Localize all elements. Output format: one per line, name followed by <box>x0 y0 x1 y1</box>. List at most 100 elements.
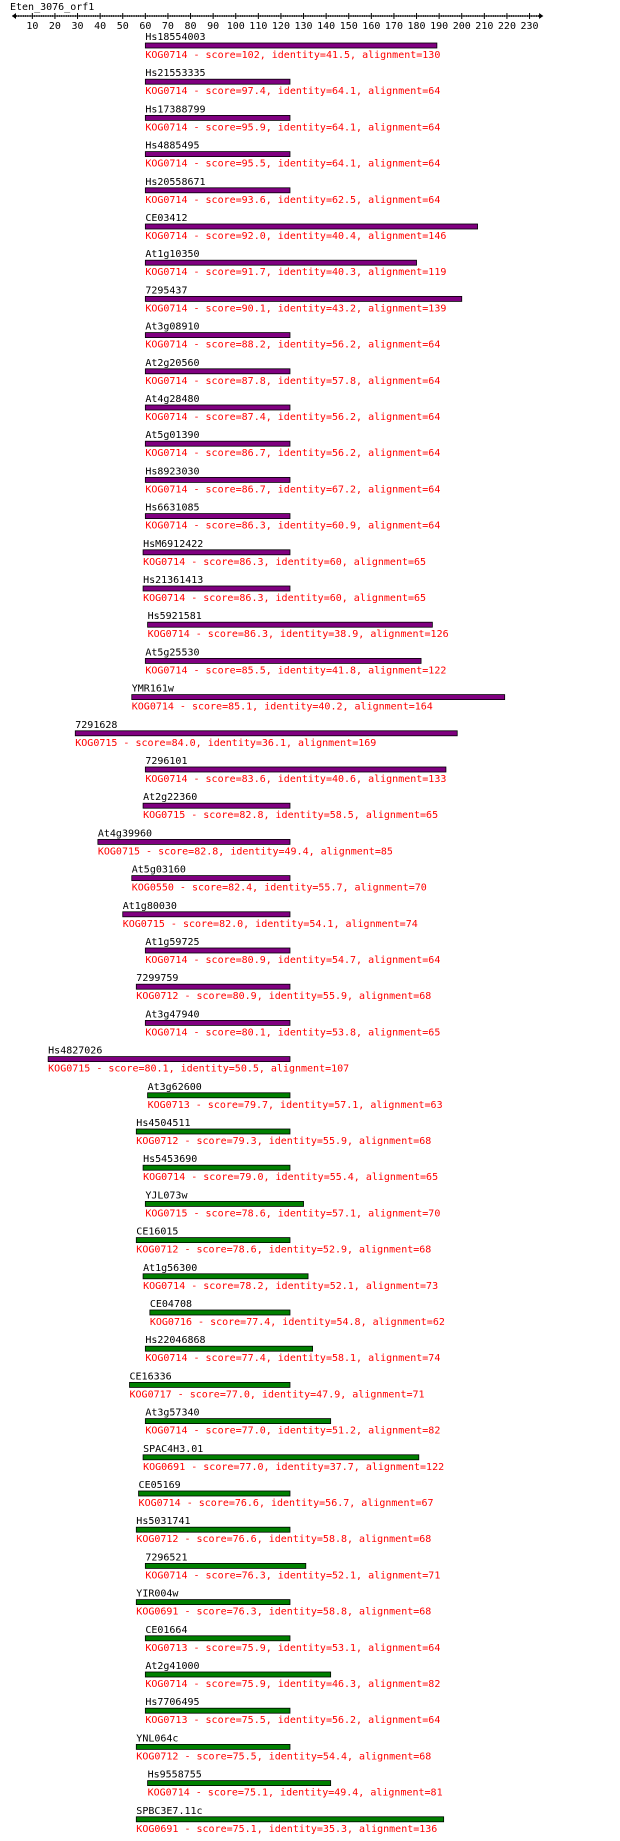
alignment-bar <box>144 1563 307 1569</box>
alignment-bar <box>144 1020 291 1026</box>
hit-name: At3g47940 <box>145 1009 199 1020</box>
hit-name: Hs8923030 <box>145 466 199 477</box>
hit-name: At3g62600 <box>148 1082 202 1093</box>
alignment-bar <box>144 1418 332 1424</box>
hit-row: Hs4885495 KOG0714 - score=95.5, identity=… <box>144 141 440 170</box>
hit-row: Hs21361413 KOG0714 - score=86.3, identity… <box>142 575 426 604</box>
hit-row: At3g57340 KOG0714 - score=77.0, identity=… <box>144 1408 440 1437</box>
axis-tick-label: 170 <box>385 21 403 32</box>
hit-row: At3g62600 KOG0713 - score=79.7, identity=… <box>147 1082 443 1111</box>
hit-description: KOG0714 - score=87.8, identity=57.8, ali… <box>145 376 440 387</box>
hit-name: At4g39960 <box>98 828 152 839</box>
hit-name: HsM6912422 <box>143 539 203 550</box>
hit-row: At2g20560 KOG0714 - score=87.8, identity=… <box>144 358 440 387</box>
axis-tick-label: 30 <box>72 21 84 32</box>
hit-name: Hs5031741 <box>136 1516 190 1527</box>
hit-name: Hs20558671 <box>145 177 205 188</box>
hit-description: KOG0715 - score=80.1, identity=50.5, ali… <box>48 1064 349 1075</box>
hit-row: Hs5453690 KOG0714 - score=79.0, identity=… <box>142 1154 438 1183</box>
hit-row: Hs5921581 KOG0714 - score=86.3, identity=… <box>147 611 449 640</box>
hit-row: At5g03160 KOG0550 - score=82.4, identity=… <box>131 865 427 894</box>
hit-row: YIR004w KOG0691 - score=76.3, identity=58… <box>135 1589 431 1618</box>
hit-name: At3g57340 <box>145 1408 199 1419</box>
hit-description: KOG0714 - score=86.7, identity=56.2, ali… <box>145 448 440 459</box>
hit-name: Hs4504511 <box>136 1118 190 1129</box>
axis-tick-label: 60 <box>139 21 151 32</box>
alignment-bar <box>142 585 291 592</box>
alignment-bar <box>144 1635 291 1642</box>
alignment-bar <box>144 223 478 230</box>
alignment-bar <box>144 78 291 85</box>
hit-row: At3g08910 KOG0714 - score=88.2, identity=… <box>144 322 440 351</box>
hit-name: CE16015 <box>136 1227 178 1238</box>
hit-row: At2g41000 KOG0714 - score=75.9, identity=… <box>144 1661 440 1690</box>
hit-name: Hs22046868 <box>145 1335 205 1346</box>
alignment-bar <box>144 1345 313 1352</box>
chart-title: Eten_3076_orf1 <box>10 2 94 13</box>
hit-name: CE16336 <box>130 1371 172 1382</box>
axis-tick-label: 10 <box>26 21 38 32</box>
hit-row: YNL064c KOG0712 - score=75.5, identity=54… <box>135 1733 431 1762</box>
hit-row: 7295437 KOG0714 - score=90.1, identity=43… <box>144 285 463 314</box>
hit-name: Hs21553335 <box>145 68 205 79</box>
hit-row: At1g10350 KOG0714 - score=91.7, identity=… <box>144 249 446 278</box>
hit-name: SPBC3E7.11c <box>136 1806 202 1817</box>
hit-name: YIR004w <box>136 1589 179 1600</box>
hit-description: KOG0714 - score=95.5, identity=64.1, ali… <box>145 159 440 170</box>
axis-tick-label: 80 <box>185 21 197 32</box>
alignment-bar <box>144 259 417 266</box>
alignment-bar <box>144 187 291 194</box>
alignment-bar <box>144 42 438 49</box>
hit-description: KOG0714 - score=77.0, identity=51.2, ali… <box>145 1426 440 1437</box>
hit-row: Hs17388799 KOG0714 - score=95.9, identity… <box>144 104 440 133</box>
axis-tick-label: 40 <box>94 21 106 32</box>
alignment-bar <box>142 1164 291 1171</box>
axis-tick-label: 20 <box>49 21 61 32</box>
hit-name: At5g03160 <box>132 865 186 876</box>
alignment-bar <box>142 1454 420 1461</box>
hit-description: KOG0714 - score=91.7, identity=40.3, ali… <box>145 267 446 278</box>
alignment-bar <box>144 476 291 483</box>
hit-row: Hs22046868 KOG0714 - score=77.4, identity… <box>144 1335 440 1364</box>
hit-description: KOG0715 - score=82.0, identity=54.1, ali… <box>123 919 418 930</box>
hit-row: Hs9558755 KOG0714 - score=75.1, identity=… <box>147 1770 443 1799</box>
hit-description: KOG0714 - score=83.6, identity=40.6, ali… <box>145 774 446 785</box>
hit-description: KOG0714 - score=86.3, identity=60, align… <box>143 593 426 604</box>
hit-description: KOG0714 - score=86.7, identity=67.2, ali… <box>145 484 440 495</box>
axis-tick-label: 90 <box>207 21 219 32</box>
hit-row: SPAC4H3.01 KOG0691 - score=77.0, identity… <box>142 1444 444 1473</box>
alignment-bar <box>138 1490 291 1497</box>
hit-row: 7291628 KOG0715 - score=84.0, identity=36… <box>74 720 458 749</box>
hit-row: Hs6631085 KOG0714 - score=86.3, identity=… <box>144 503 440 532</box>
hit-row: CE01664 KOG0713 - score=75.9, identity=53… <box>144 1625 440 1654</box>
axis-tick-label: 210 <box>475 21 493 32</box>
hit-row: At1g80030 KOG0715 - score=82.0, identity=… <box>122 901 418 930</box>
hit-row: HsM6912422 KOG0714 - score=86.3, identity… <box>142 539 426 568</box>
hit-row: 7296101 KOG0714 - score=83.6, identity=40… <box>144 756 446 785</box>
alignment-bar <box>144 332 291 339</box>
hit-name: Hs17388799 <box>145 104 205 115</box>
hit-description: KOG0714 - score=75.1, identity=49.4, ali… <box>148 1788 443 1799</box>
hit-description: KOG0550 - score=82.4, identity=55.7, ali… <box>132 883 427 894</box>
axis-tick-label: 160 <box>362 21 380 32</box>
alignment-bar <box>144 1671 332 1678</box>
alignment-bar <box>135 1599 291 1605</box>
x-axis: 10 20 30 40 50 60 70 80 90 100 110 120 130 140 150 160 1… <box>12 13 544 32</box>
alignment-bar <box>135 1526 291 1533</box>
axis-tick-label: 50 <box>117 21 129 32</box>
hit-row: YMR161w KOG0714 - score=85.1, identity=40… <box>131 684 506 713</box>
hit-row: CE05169 KOG0714 - score=76.6, identity=56… <box>138 1480 434 1509</box>
hit-row: Hs5031741 KOG0712 - score=76.6, identity=… <box>135 1516 431 1545</box>
alignment-bar <box>135 1128 291 1135</box>
hit-description: KOG0715 - score=78.6, identity=57.1, ali… <box>145 1208 440 1219</box>
hit-name: At1g10350 <box>145 249 199 260</box>
hit-row: 7299759 KOG0712 - score=80.9, identity=55… <box>135 973 431 1002</box>
hit-description: KOG0714 - score=80.9, identity=54.7, ali… <box>145 955 440 966</box>
axis-tick-label: 130 <box>295 21 313 32</box>
hit-name: 7295437 <box>145 285 187 296</box>
hit-description: KOG0714 - score=78.2, identity=52.1, ali… <box>143 1281 438 1292</box>
hit-name: YMR161w <box>132 684 175 695</box>
alignment-bar <box>142 802 291 809</box>
hit-description: KOG0713 - score=75.5, identity=56.2, ali… <box>145 1715 440 1726</box>
hit-name: At5g25530 <box>145 647 199 658</box>
